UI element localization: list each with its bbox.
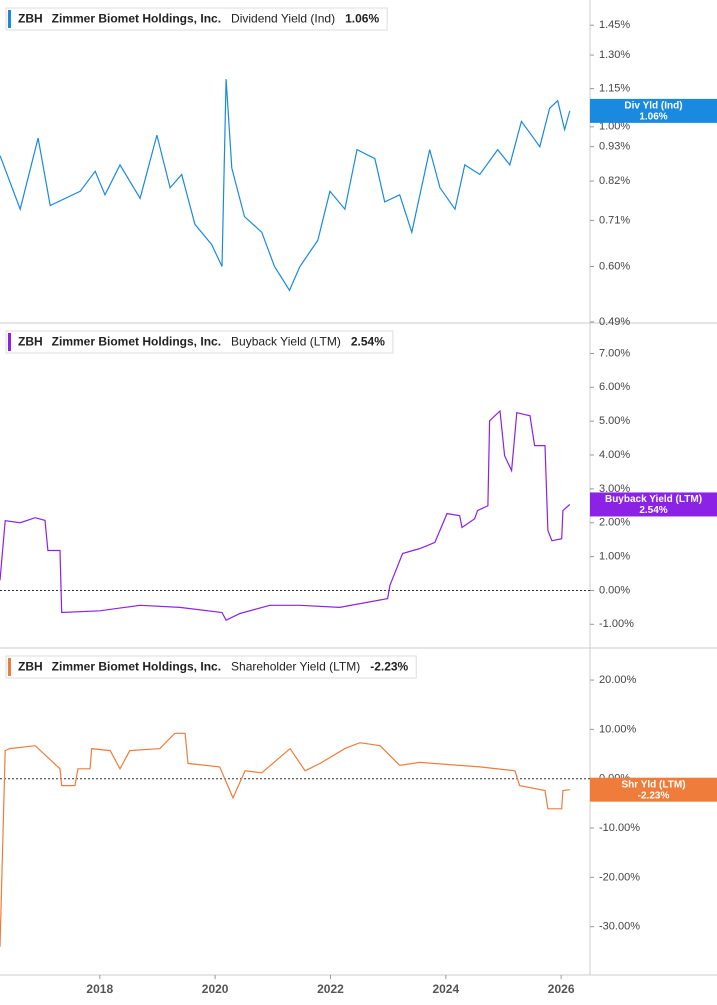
y-tick-label: 0.49% xyxy=(599,316,630,328)
y-tick-label: 10.00% xyxy=(599,723,637,735)
y-tick-label: 0.93% xyxy=(599,141,630,153)
y-tick-label: 1.45% xyxy=(599,19,630,31)
y-tick-label: 7.00% xyxy=(599,347,630,359)
value-tag xyxy=(590,777,717,802)
legend-text: Buyback Yield (LTM) xyxy=(231,335,341,349)
legend-swatch xyxy=(8,658,11,676)
y-tick-label: 2.00% xyxy=(599,517,630,529)
x-tick-label: 2024 xyxy=(432,982,459,996)
value-tag xyxy=(590,492,717,517)
series-line xyxy=(0,732,570,947)
legend-text: ZBH xyxy=(18,12,43,26)
legend-text: Shareholder Yield (LTM) xyxy=(231,660,360,674)
value-tag-value: 2.54% xyxy=(639,505,667,516)
y-tick-label: -10.00% xyxy=(599,822,640,834)
legend-text: Zimmer Biomet Holdings, Inc. xyxy=(52,660,221,674)
value-tag-title: Buyback Yield (LTM) xyxy=(605,494,702,505)
legend-text: 1.06% xyxy=(345,12,379,26)
y-tick-label: 20.00% xyxy=(599,674,637,686)
y-tick-label: 1.00% xyxy=(599,121,630,133)
y-tick-label: 3.00% xyxy=(599,483,630,495)
legend-text: 2.54% xyxy=(351,335,385,349)
legend-text: ZBH xyxy=(18,660,43,674)
value-tag-value: 1.06% xyxy=(639,112,667,123)
y-tick-label: 1.00% xyxy=(599,551,630,563)
series-line xyxy=(0,409,571,621)
y-tick-label: 6.00% xyxy=(599,381,630,393)
y-tick-label: 0.00% xyxy=(599,584,630,596)
legend: ZBH Zimmer Biomet Holdings, Inc. Sharehold… xyxy=(5,655,417,679)
y-tick-label: 5.00% xyxy=(599,415,630,427)
y-tick-label: 0.60% xyxy=(599,260,630,272)
value-tag xyxy=(590,98,717,123)
legend-text: -2.23% xyxy=(370,660,408,674)
legend: ZBH Zimmer Biomet Holdings, Inc. Buyback Y… xyxy=(5,330,394,354)
y-tick-label: 1.15% xyxy=(599,82,630,94)
x-tick-label: 2018 xyxy=(86,982,113,996)
x-tick-label: 2026 xyxy=(548,982,575,996)
legend-swatch xyxy=(8,10,11,28)
legend-swatch xyxy=(8,333,11,351)
value-tag-title: Div Yld (Ind) xyxy=(624,101,682,112)
y-tick-label: 1.30% xyxy=(599,49,630,61)
legend-box xyxy=(5,655,417,679)
x-tick-label: 2022 xyxy=(317,982,344,996)
y-tick-label: -30.00% xyxy=(599,921,640,933)
legend-text: Zimmer Biomet Holdings, Inc. xyxy=(52,335,221,349)
legend-box xyxy=(5,7,388,31)
legend-text: Dividend Yield (Ind) xyxy=(231,12,335,26)
value-tag-value: -2.23% xyxy=(638,790,670,801)
value-tag-title: Shr Yld (LTM) xyxy=(621,779,685,790)
y-tick-label: -1.00% xyxy=(599,618,634,630)
x-tick-label: 2020 xyxy=(202,982,229,996)
y-tick-label: 0.82% xyxy=(599,175,630,187)
legend-box xyxy=(5,330,394,354)
legend: ZBH Zimmer Biomet Holdings, Inc. Dividend … xyxy=(5,7,388,31)
y-tick-label: 0.71% xyxy=(599,214,630,226)
legend-text: ZBH xyxy=(18,335,43,349)
y-tick-label: 4.00% xyxy=(599,449,630,461)
y-tick-label: -20.00% xyxy=(599,871,640,883)
legend-text: Zimmer Biomet Holdings, Inc. xyxy=(52,12,221,26)
series-line xyxy=(0,79,571,292)
